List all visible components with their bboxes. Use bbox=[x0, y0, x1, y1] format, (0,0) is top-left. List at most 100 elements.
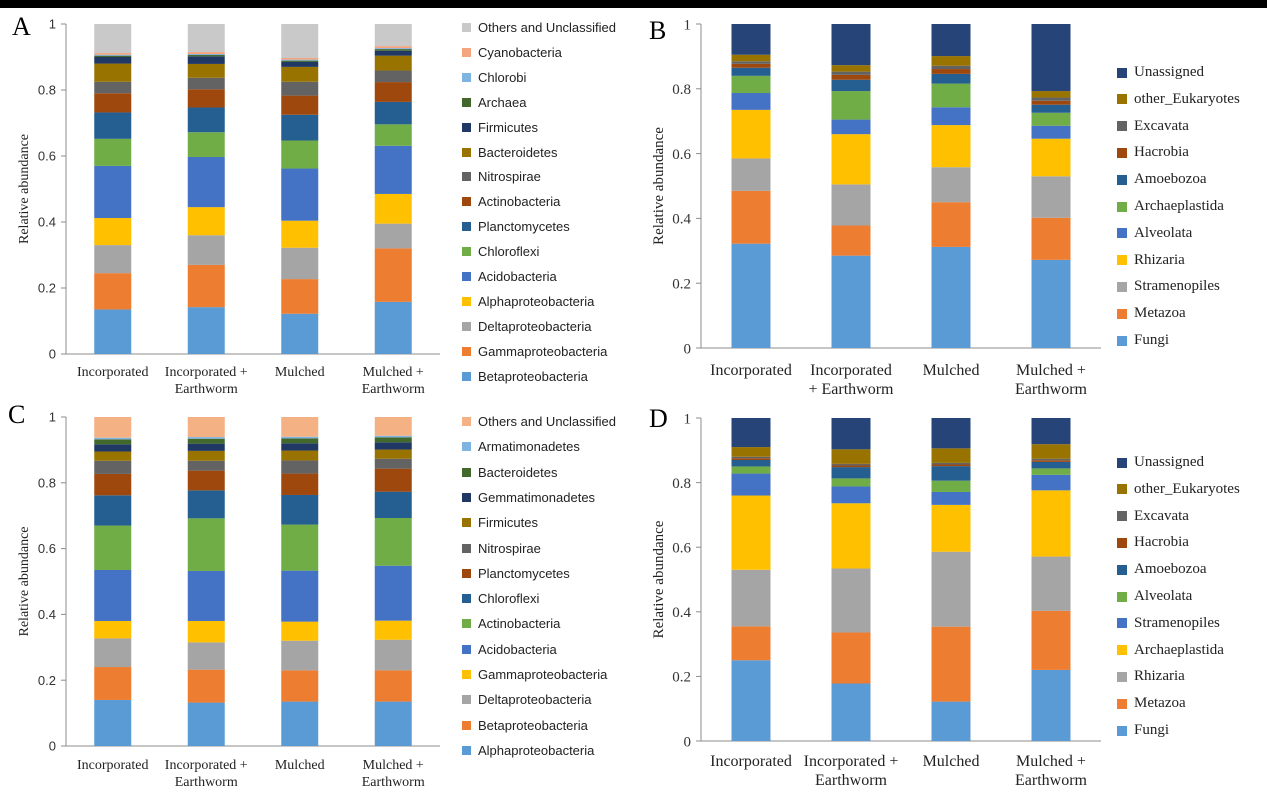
bar-segment-betaproteobacteria bbox=[281, 313, 319, 354]
panel-b-chart: 0 0.2 0.4 0.6 0.8 1 Relative abundance Incorpor… bbox=[651, 17, 1101, 398]
bar-segment-gemmatimonadetes bbox=[281, 443, 319, 451]
y-tick-label: 0.6 bbox=[672, 540, 691, 556]
bar-segment-other-eukaryotes bbox=[731, 447, 771, 457]
bar-segment-planctomycetes bbox=[281, 473, 319, 495]
bar-segment-planctomycetes bbox=[281, 114, 319, 141]
bar-segment-stramenopiles bbox=[931, 491, 971, 505]
bar-segment-metazoa bbox=[931, 202, 971, 247]
bar-segment-fungi bbox=[731, 660, 771, 741]
legend-swatch bbox=[1117, 228, 1127, 239]
bar-segment-actinobacteria bbox=[374, 518, 412, 566]
bar-segment-gemmatimonadetes bbox=[187, 443, 225, 451]
bar-segment-amoebozoa bbox=[931, 73, 971, 84]
bar-segment-deltaproteobacteria bbox=[281, 247, 319, 280]
legend-swatch bbox=[462, 147, 471, 157]
legend-label: Nitrospirae bbox=[478, 540, 541, 556]
legend-item: Archaea bbox=[462, 95, 526, 110]
bar-segment-cyanobacteria bbox=[187, 52, 225, 55]
y-tick-label: 0.4 bbox=[38, 215, 56, 230]
legend-swatch bbox=[1117, 201, 1127, 212]
bar-segment-chlorobi bbox=[281, 59, 319, 61]
bar-segment-rhizaria bbox=[1031, 138, 1071, 177]
legend-label: Planctomycetes bbox=[478, 219, 570, 235]
bar-segment-hacrobia bbox=[931, 464, 971, 467]
bar-segment-planctomycetes bbox=[374, 468, 412, 492]
panel-d-letter: D bbox=[649, 404, 668, 433]
legend-label: Deltaproteobacteria bbox=[478, 318, 592, 334]
bar-segment-nitrospirae bbox=[187, 460, 225, 471]
legend-label: Fungi bbox=[1134, 722, 1170, 738]
legend-item: Alphaproteobacteria bbox=[462, 743, 594, 758]
bar-segment-amoebozoa bbox=[831, 467, 871, 479]
bar-segment-bacteroidetes bbox=[187, 63, 225, 78]
bar-segment-archaea bbox=[187, 55, 225, 57]
bar-segment-hacrobia bbox=[931, 69, 971, 74]
y-tick-label: 0.2 bbox=[672, 276, 691, 292]
legend-label: Fungi bbox=[1134, 332, 1170, 348]
bar-segment-metazoa bbox=[731, 626, 771, 661]
legend-label: Archaea bbox=[478, 94, 527, 110]
legend-item: Deltaproteobacteria bbox=[462, 692, 591, 707]
bar-segment-fungi bbox=[831, 255, 871, 348]
legend-label: Alphaproteobacteria bbox=[478, 293, 595, 309]
y-tick-label: 0.8 bbox=[38, 83, 56, 98]
bar-segment-stramenopiles bbox=[1031, 176, 1071, 218]
legend-swatch bbox=[1117, 308, 1127, 319]
legend-swatch bbox=[462, 272, 471, 281]
legend-item: Betaproteobacteria bbox=[462, 369, 588, 384]
x-category-label: Mulched bbox=[275, 758, 325, 773]
legend-swatch bbox=[462, 122, 471, 132]
bar-segment-rhizaria bbox=[731, 109, 771, 159]
bar-segment-fungi bbox=[931, 701, 971, 741]
y-tick-label: 0.4 bbox=[672, 605, 691, 621]
legend-label: Amoebozoa bbox=[1134, 171, 1207, 188]
bar-segment-gammaproteobacteria bbox=[187, 264, 225, 308]
legend-label: Betaproteobacteria bbox=[478, 368, 588, 384]
bar-segment-chloroflexi bbox=[187, 132, 225, 157]
legend-item: Firmicutes bbox=[462, 120, 538, 135]
bar-segment-gemmatimonadetes bbox=[94, 444, 132, 452]
bar-segment-acidobacteria bbox=[94, 569, 132, 621]
legend-item: Metazoa bbox=[1117, 305, 1186, 322]
legend-label: Amoebozoa bbox=[1134, 561, 1207, 578]
bar-segment-others-and-unclassified bbox=[94, 417, 132, 438]
bar-segment-bacteroidetes bbox=[94, 439, 132, 445]
legend-swatch bbox=[462, 720, 471, 730]
y-tick-label: 1 bbox=[684, 411, 692, 427]
legend-label: Excavata bbox=[1134, 117, 1189, 134]
legend-swatch bbox=[462, 518, 471, 528]
panel-b: B 0 0.2 0.4 0.6 0.8 1 Relative abundance Incorpo… bbox=[633, 8, 1267, 398]
bar-segment-rhizaria bbox=[831, 134, 871, 185]
panel-c-letter: C bbox=[8, 400, 26, 429]
bar-segment-alphaproteobacteria bbox=[94, 218, 132, 246]
legend-swatch bbox=[462, 492, 471, 502]
legend-label: Archaeplastida bbox=[1134, 198, 1224, 214]
bar-segment-acidobacteria bbox=[374, 565, 412, 621]
bar-segment-gammaproteobacteria bbox=[187, 620, 225, 643]
bar-segment-alphaproteobacteria bbox=[187, 207, 225, 236]
bar-segment-cyanobacteria bbox=[94, 53, 132, 55]
bar-segment-actinobacteria bbox=[281, 95, 319, 115]
bar-segment-betaproteobacteria bbox=[94, 667, 132, 700]
y-tick-label: 0 bbox=[684, 734, 692, 750]
bar-segment-excavata bbox=[931, 462, 971, 465]
legend-swatch bbox=[1117, 484, 1127, 495]
legend-swatch bbox=[462, 745, 471, 755]
bar-segment-stramenopiles bbox=[1031, 474, 1071, 491]
bar-segment-planctomycetes bbox=[94, 473, 132, 496]
bar-segment-betaproteobacteria bbox=[374, 301, 412, 354]
bar-segment-hacrobia bbox=[831, 74, 871, 80]
legend-swatch bbox=[1117, 564, 1127, 575]
bar-segment-archaea bbox=[281, 60, 319, 62]
bar-segment-excavata bbox=[1031, 97, 1071, 101]
bar-segment-rhizaria bbox=[1031, 556, 1071, 611]
legend-swatch bbox=[1117, 618, 1127, 629]
panel-c: C 0 0.2 0.4 0.6 0.8 1 Relative abundance Incorpo… bbox=[0, 400, 633, 797]
bar-segment-actinobacteria bbox=[187, 518, 225, 571]
legend-item: other_Eukaryotes bbox=[1117, 481, 1240, 498]
bar-segment-unassigned bbox=[1031, 418, 1071, 445]
bar-segment-nitrospirae bbox=[374, 70, 412, 83]
legend-swatch bbox=[462, 594, 471, 604]
legend-swatch bbox=[1117, 511, 1127, 522]
bar-segment-hacrobia bbox=[731, 63, 771, 68]
